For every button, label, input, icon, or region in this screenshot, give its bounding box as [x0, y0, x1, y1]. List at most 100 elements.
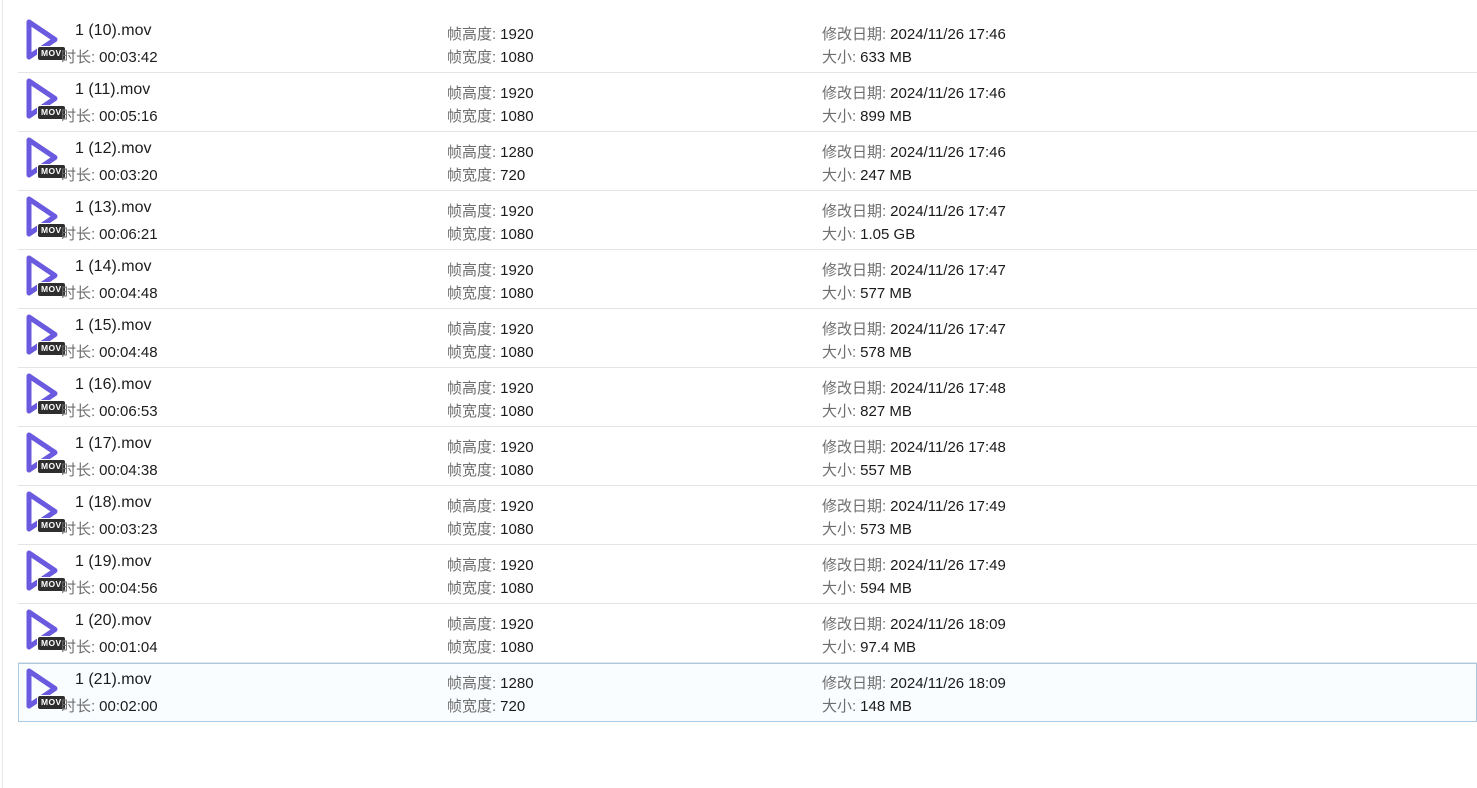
frame-width-label: 帧宽度:	[447, 285, 497, 302]
file-row[interactable]: MOV 1 (12).mov 时长: 00:03:20 帧高度: 1280 帧宽度:…	[0, 132, 1477, 191]
size-line: 大小: 97.4 MB	[822, 636, 1006, 659]
frame-info-column: 帧高度: 1920 帧宽度: 1080	[447, 200, 534, 246]
frame-height-line: 帧高度: 1280	[447, 672, 534, 695]
size-value: 594 MB	[860, 580, 912, 597]
frame-width-label: 帧宽度:	[447, 167, 497, 184]
duration-line: 时长: 00:04:56	[61, 577, 158, 598]
duration-value: 00:03:23	[99, 521, 158, 538]
duration-label: 时长:	[61, 698, 96, 715]
frame-width-label: 帧宽度:	[447, 580, 497, 597]
size-line: 大小: 899 MB	[822, 105, 1006, 128]
frame-info-column: 帧高度: 1920 帧宽度: 1080	[447, 613, 534, 659]
file-row[interactable]: MOV 1 (19).mov 时长: 00:04:56 帧高度: 1920 帧宽度:…	[0, 545, 1477, 604]
frame-info-column: 帧高度: 1920 帧宽度: 1080	[447, 436, 534, 482]
frame-width-label: 帧宽度:	[447, 462, 497, 479]
frame-width-value: 1080	[500, 403, 534, 420]
meta-info-column: 修改日期: 2024/11/26 18:09 大小: 148 MB	[822, 672, 1006, 718]
frame-height-line: 帧高度: 1920	[447, 436, 534, 459]
size-line: 大小: 557 MB	[822, 459, 1006, 482]
modified-line: 修改日期: 2024/11/26 18:09	[822, 613, 1006, 636]
modified-value: 2024/11/26 17:46	[890, 85, 1006, 102]
mov-video-play-icon: MOV	[24, 18, 68, 68]
frame-width-line: 帧宽度: 1080	[447, 459, 534, 482]
mov-video-play-icon: MOV	[24, 549, 68, 599]
frame-width-value: 1080	[500, 580, 534, 597]
modified-value: 2024/11/26 17:46	[890, 144, 1006, 161]
mov-video-play-icon: MOV	[24, 667, 68, 717]
meta-info-column: 修改日期: 2024/11/26 17:46 大小: 899 MB	[822, 82, 1006, 128]
file-row[interactable]: MOV 1 (20).mov 时长: 00:01:04 帧高度: 1920 帧宽度:…	[0, 604, 1477, 663]
file-name: 1 (16).mov	[75, 376, 152, 393]
mov-video-play-icon: MOV	[24, 372, 68, 422]
frame-height-label: 帧高度:	[447, 675, 497, 692]
duration-line: 时长: 00:03:42	[61, 46, 158, 67]
file-row[interactable]: MOV 1 (15).mov 时长: 00:04:48 帧高度: 1920 帧宽度:…	[0, 309, 1477, 368]
frame-info-column: 帧高度: 1920 帧宽度: 1080	[447, 377, 534, 423]
file-row[interactable]: MOV 1 (21).mov 时长: 00:02:00 帧高度: 1280 帧宽度:…	[0, 663, 1477, 722]
duration-label: 时长:	[61, 403, 96, 420]
frame-width-label: 帧宽度:	[447, 108, 497, 125]
file-row[interactable]: MOV 1 (18).mov 时长: 00:03:23 帧高度: 1920 帧宽度:…	[0, 486, 1477, 545]
frame-height-value: 1280	[500, 675, 534, 692]
modified-line: 修改日期: 2024/11/26 18:09	[822, 672, 1006, 695]
frame-height-line: 帧高度: 1920	[447, 318, 534, 341]
frame-width-line: 帧宽度: 720	[447, 164, 534, 187]
modified-line: 修改日期: 2024/11/26 17:48	[822, 436, 1006, 459]
frame-height-value: 1920	[500, 85, 534, 102]
duration-value: 00:02:00	[99, 698, 158, 715]
mov-badge: MOV	[38, 637, 65, 650]
file-name: 1 (11).mov	[75, 81, 151, 98]
duration-line: 时长: 00:04:48	[61, 341, 158, 362]
modified-value: 2024/11/26 17:47	[890, 203, 1006, 220]
mov-badge: MOV	[38, 283, 65, 296]
frame-width-line: 帧宽度: 720	[447, 695, 534, 718]
frame-height-line: 帧高度: 1920	[447, 259, 534, 282]
mov-video-play-icon: MOV	[24, 490, 68, 540]
frame-width-value: 1080	[500, 639, 534, 656]
frame-width-label: 帧宽度:	[447, 521, 497, 538]
frame-info-column: 帧高度: 1280 帧宽度: 720	[447, 672, 534, 718]
file-row[interactable]: MOV 1 (10).mov 时长: 00:03:42 帧高度: 1920 帧宽度:…	[0, 14, 1477, 73]
duration-label: 时长:	[61, 49, 96, 66]
mov-badge: MOV	[38, 342, 65, 355]
mov-badge: MOV	[38, 519, 65, 532]
modified-value: 2024/11/26 17:49	[890, 498, 1006, 515]
duration-line: 时长: 00:06:21	[61, 223, 158, 244]
frame-height-line: 帧高度: 1920	[447, 554, 534, 577]
file-row[interactable]: MOV 1 (13).mov 时长: 00:06:21 帧高度: 1920 帧宽度:…	[0, 191, 1477, 250]
modified-line: 修改日期: 2024/11/26 17:46	[822, 141, 1006, 164]
mov-badge: MOV	[38, 401, 65, 414]
file-row[interactable]: MOV 1 (11).mov 时长: 00:05:16 帧高度: 1920 帧宽度:…	[0, 73, 1477, 132]
size-value: 97.4 MB	[860, 639, 917, 656]
size-label: 大小:	[822, 580, 857, 597]
frame-height-value: 1920	[500, 321, 534, 338]
duration-line: 时长: 00:06:53	[61, 400, 158, 421]
frame-height-value: 1920	[500, 203, 534, 220]
modified-value: 2024/11/26 17:46	[890, 26, 1006, 43]
modified-value: 2024/11/26 17:47	[890, 321, 1006, 338]
modified-line: 修改日期: 2024/11/26 17:47	[822, 200, 1006, 223]
duration-label: 时长:	[61, 167, 96, 184]
frame-info-column: 帧高度: 1920 帧宽度: 1080	[447, 259, 534, 305]
frame-info-column: 帧高度: 1920 帧宽度: 1080	[447, 554, 534, 600]
file-row[interactable]: MOV 1 (16).mov 时长: 00:06:53 帧高度: 1920 帧宽度:…	[0, 368, 1477, 427]
frame-width-label: 帧宽度:	[447, 49, 497, 66]
modified-label: 修改日期:	[822, 262, 887, 279]
modified-value: 2024/11/26 17:49	[890, 557, 1006, 574]
mov-video-play-icon: MOV	[24, 431, 68, 481]
size-label: 大小:	[822, 462, 857, 479]
modified-line: 修改日期: 2024/11/26 17:47	[822, 259, 1006, 282]
modified-label: 修改日期:	[822, 439, 887, 456]
duration-label: 时长:	[61, 344, 96, 361]
duration-label: 时长:	[61, 226, 96, 243]
frame-width-line: 帧宽度: 1080	[447, 518, 534, 541]
frame-height-value: 1920	[500, 557, 534, 574]
frame-height-value: 1920	[500, 380, 534, 397]
frame-height-line: 帧高度: 1920	[447, 82, 534, 105]
file-row[interactable]: MOV 1 (17).mov 时长: 00:04:38 帧高度: 1920 帧宽度:…	[0, 427, 1477, 486]
file-row[interactable]: MOV 1 (14).mov 时长: 00:04:48 帧高度: 1920 帧宽度:…	[0, 250, 1477, 309]
duration-value: 00:04:38	[99, 462, 158, 479]
frame-width-line: 帧宽度: 1080	[447, 341, 534, 364]
duration-value: 00:04:48	[99, 344, 158, 361]
